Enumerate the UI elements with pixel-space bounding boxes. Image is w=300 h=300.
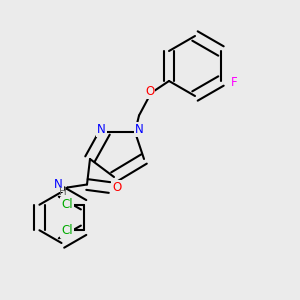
- Text: O: O: [145, 85, 154, 98]
- Text: O: O: [112, 181, 122, 194]
- Text: N: N: [135, 123, 144, 136]
- Text: N: N: [54, 178, 63, 191]
- Text: H: H: [59, 187, 67, 197]
- Text: Cl: Cl: [61, 198, 73, 211]
- Text: N: N: [97, 123, 106, 136]
- Text: F: F: [231, 76, 238, 89]
- Text: Cl: Cl: [61, 224, 73, 237]
